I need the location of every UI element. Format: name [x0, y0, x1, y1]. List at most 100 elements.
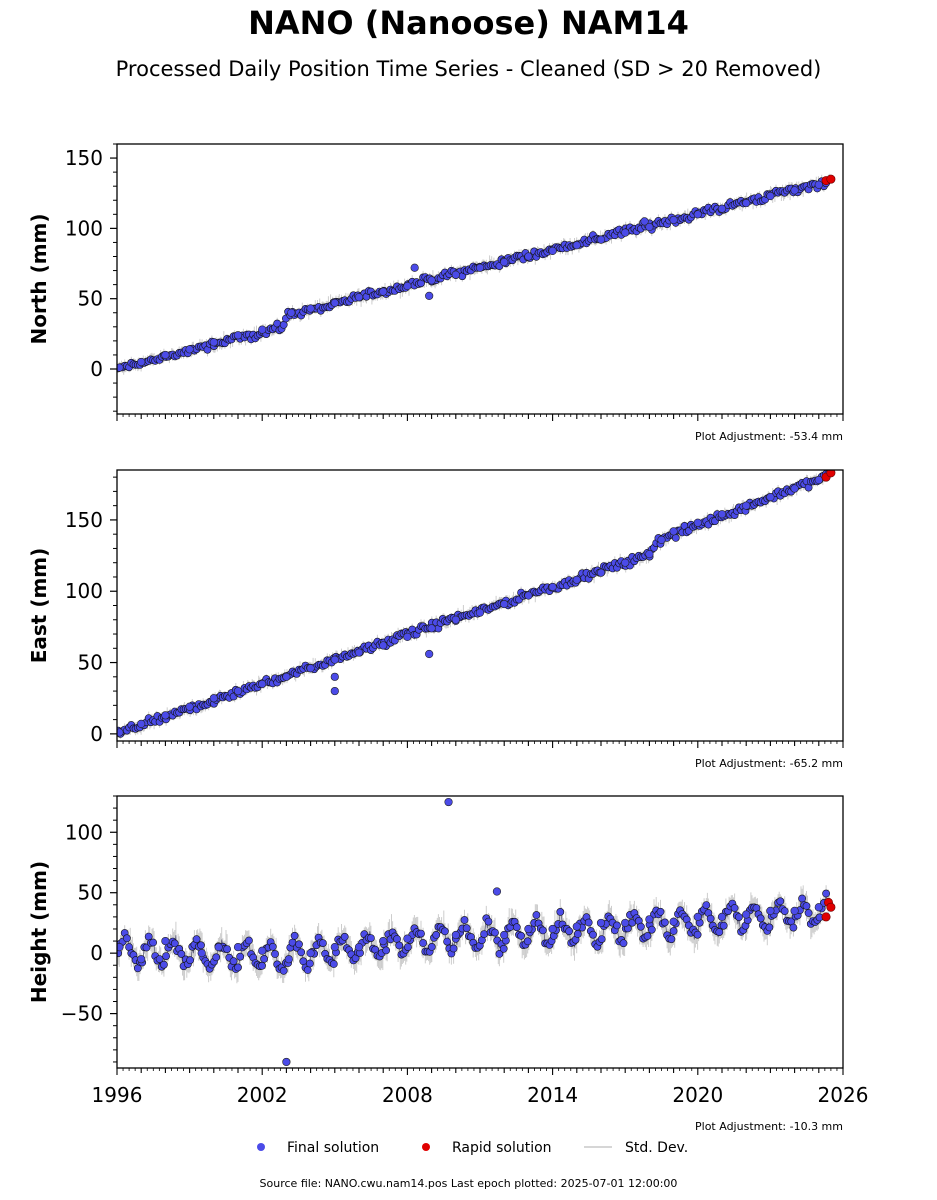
- daily-point: [419, 939, 427, 947]
- final-solution-point: [645, 915, 654, 924]
- panel-east: 0 50 100 150 East (mm) Plot Adjustment: -65.2…: [27, 469, 844, 770]
- final-solution-point: [645, 550, 654, 559]
- daily-point: [305, 959, 314, 968]
- daily-point: [123, 934, 131, 943]
- final-solution-point: [790, 906, 799, 915]
- daily-point: [597, 935, 606, 943]
- final-solution-point: [306, 949, 315, 958]
- final-solution-point: [693, 210, 702, 219]
- daily-point: [279, 966, 288, 975]
- daily-point: [449, 944, 458, 953]
- final-solution-point: [451, 615, 460, 624]
- y-tick-label: 50: [78, 287, 103, 311]
- y-axis-label: East (mm): [27, 548, 51, 664]
- daily-point: [789, 923, 798, 932]
- daily-point: [512, 923, 521, 932]
- daily-point: [271, 950, 279, 958]
- final-solution-point: [117, 943, 124, 952]
- daily-point: [427, 943, 436, 951]
- final-solution-point: [330, 298, 339, 308]
- final-solution-point: [814, 903, 823, 912]
- y-tick-label: 150: [65, 508, 103, 532]
- final-solution-point: [410, 263, 419, 272]
- daily-point: [661, 918, 669, 927]
- daily-point: [780, 907, 789, 915]
- x-tick-label: 2020: [672, 1083, 723, 1107]
- final-solution-point: [669, 917, 678, 926]
- y-tick-label: 150: [65, 146, 103, 170]
- final-solution-point: [209, 338, 218, 347]
- final-solution-point: [425, 291, 434, 300]
- final-solution-point: [524, 924, 533, 934]
- plot-adjustment-label: Plot Adjustment: -10.3 mm: [695, 1120, 843, 1133]
- daily-point: [499, 944, 508, 953]
- final-solution-point: [282, 1057, 291, 1067]
- y-axis-label: North (mm): [27, 213, 51, 344]
- final-solution-point: [117, 728, 124, 737]
- daily-point: [366, 934, 375, 942]
- final-solution-point: [330, 672, 339, 681]
- daily-point: [192, 935, 201, 944]
- final-solution-point: [444, 797, 453, 807]
- plot-area: [117, 173, 836, 375]
- y-tick-label: 100: [65, 216, 103, 240]
- daily-point: [395, 941, 404, 950]
- daily-point: [162, 952, 170, 960]
- daily-point: [669, 927, 678, 935]
- y-tick-label: 100: [65, 579, 103, 603]
- final-solution-point: [814, 180, 823, 189]
- x-tick-label: 2014: [527, 1083, 578, 1107]
- chart-subtitle: Processed Daily Position Time Series - C…: [115, 57, 822, 81]
- final-solution-point: [214, 943, 223, 952]
- y-tick-label: 50: [78, 881, 103, 905]
- daily-point: [495, 950, 504, 958]
- final-solution-point: [766, 191, 775, 201]
- legend-rapid-label: Rapid solution: [452, 1140, 552, 1156]
- final-solution-point: [137, 719, 146, 728]
- final-solution-point: [742, 198, 751, 208]
- y-axis-label: Height (mm): [27, 861, 51, 1003]
- final-solution-point: [475, 263, 485, 272]
- daily-point: [693, 930, 702, 939]
- final-solution-point: [500, 599, 509, 609]
- daily-point: [584, 918, 593, 927]
- daily-point: [798, 894, 806, 903]
- final-solution-point: [330, 686, 339, 696]
- final-solution-point: [621, 558, 630, 567]
- final-solution-point: [233, 331, 243, 340]
- y-tick-label: 0: [90, 357, 103, 381]
- final-solution-point: [161, 350, 170, 360]
- daily-point: [212, 953, 221, 962]
- daily-point: [556, 908, 565, 916]
- daily-point: [382, 946, 390, 955]
- final-solution-point: [645, 222, 654, 232]
- final-solution-point: [596, 918, 606, 928]
- x-tick-label: 2002: [237, 1083, 288, 1107]
- daily-point: [647, 925, 656, 934]
- daily-point: [619, 939, 628, 948]
- final-solution-point: [814, 475, 823, 485]
- daily-point: [637, 922, 645, 931]
- daily-point: [268, 942, 277, 951]
- final-solution-point: [284, 955, 293, 964]
- daily-point: [329, 960, 338, 968]
- plot-adjustment-label: Plot Adjustment: -53.4 mm: [695, 430, 843, 443]
- final-solution-point: [500, 258, 509, 267]
- daily-point: [258, 961, 266, 970]
- final-solution-point: [717, 912, 727, 921]
- daily-point: [295, 940, 303, 949]
- legend-rapid-marker: [422, 1143, 430, 1151]
- final-solution-point: [427, 624, 436, 633]
- final-solution-point: [117, 363, 124, 372]
- final-solution-point: [403, 281, 412, 291]
- daily-point: [589, 930, 597, 939]
- legend-final-marker: [257, 1143, 265, 1151]
- legend-stddev-label: Std. Dev.: [625, 1140, 688, 1156]
- final-solution-point: [425, 649, 434, 659]
- final-solution-point: [669, 215, 678, 225]
- daily-point: [706, 914, 715, 923]
- final-solution-point: [403, 632, 412, 641]
- final-solution-point: [500, 930, 509, 940]
- daily-point: [643, 932, 652, 940]
